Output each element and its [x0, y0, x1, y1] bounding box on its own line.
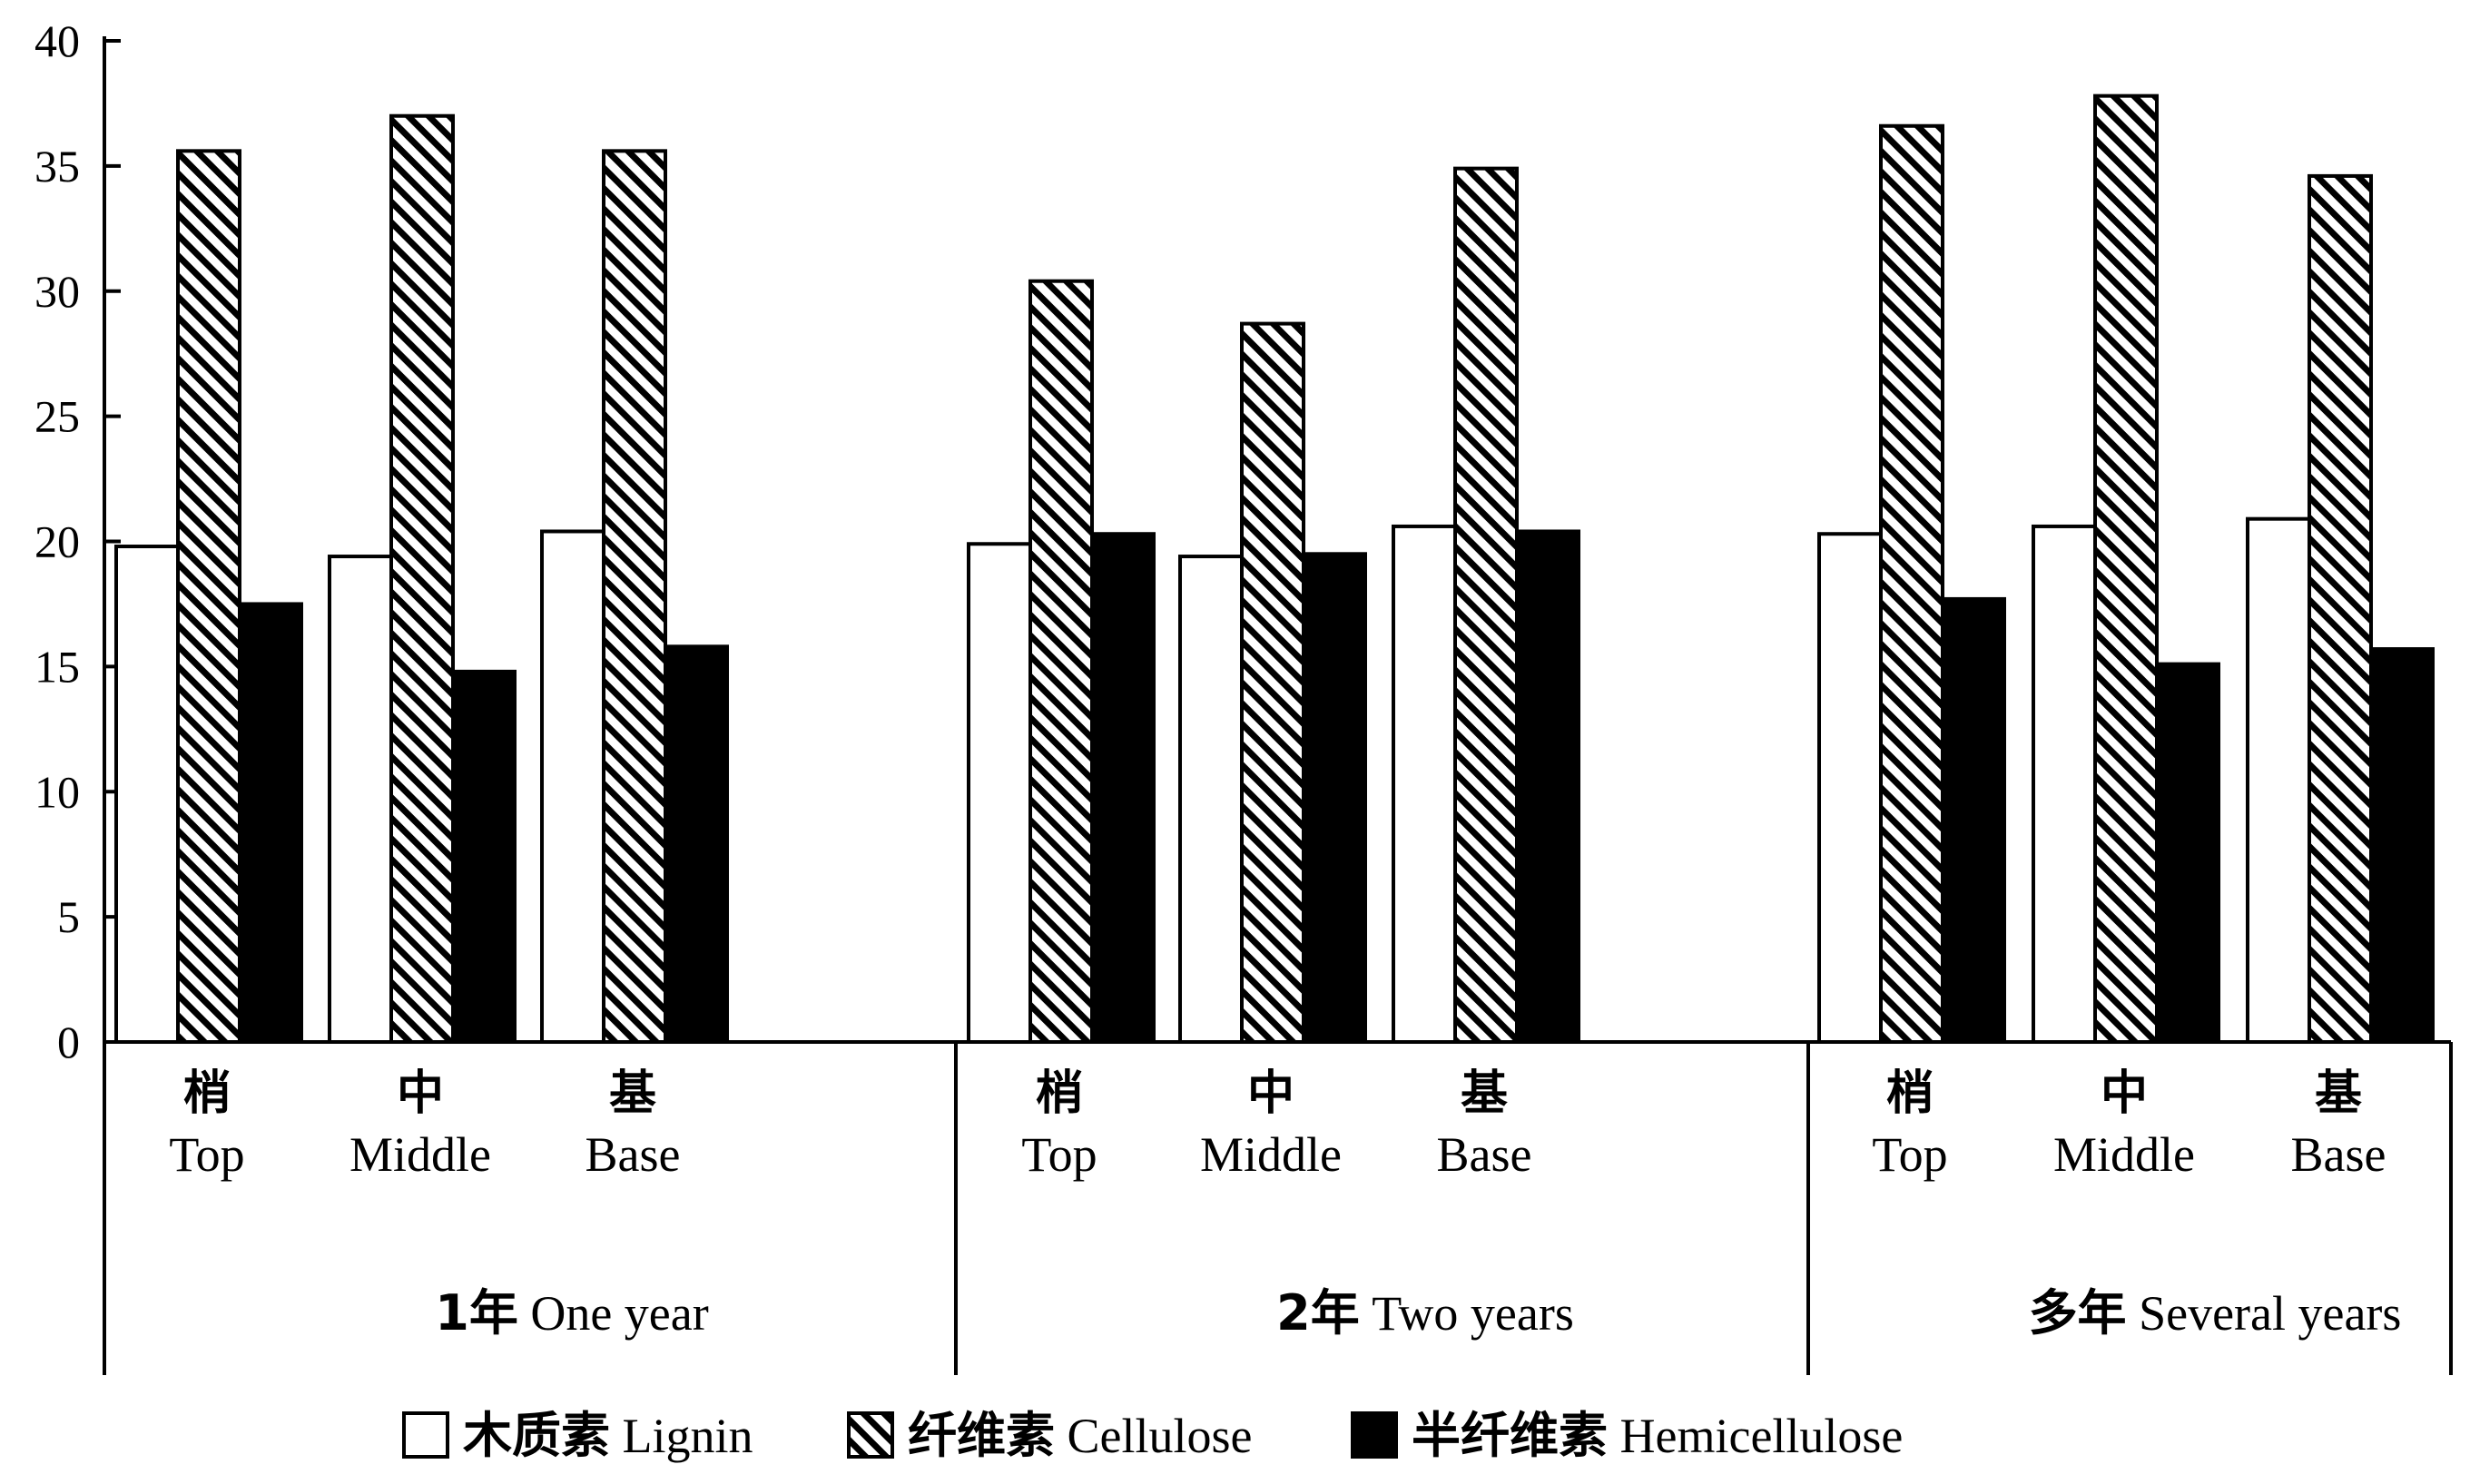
position-label-zh: 基 — [609, 1066, 656, 1121]
legend-label-lignin: 木质素 Lignin — [463, 1407, 753, 1464]
bar-hemicellulose-several-years-base — [2369, 647, 2435, 1044]
group-label: 多年 Several years — [2029, 1284, 2402, 1341]
bar-hemicellulose-several-years-middle — [2155, 662, 2220, 1044]
group-label: 1年 One year — [435, 1284, 708, 1341]
bar-hemicellulose-one-year-middle — [451, 669, 517, 1044]
legend-label-hemicellulose: 半纤维素 Hemicellulose — [1412, 1407, 1903, 1464]
legend: 木质素 Lignin 纤维素 Cellulose 半纤维素 Hemicellulos… — [402, 1407, 1903, 1464]
position-label-zh: 基 — [2315, 1066, 2362, 1121]
position-label-en: Base — [586, 1127, 681, 1182]
position-label-en: Base — [2291, 1127, 2386, 1182]
position-label-zh: 基 — [1461, 1066, 1508, 1121]
bar-cellulose-two-years-top — [1028, 279, 1094, 1045]
bar-cellulose-several-years-middle — [2093, 93, 2159, 1044]
y-tick-label: 0 — [57, 1017, 80, 1067]
bar-lignin-two-years-base — [1392, 524, 1457, 1044]
position-label-en: Top — [1021, 1127, 1097, 1182]
bar-lignin-two-years-middle — [1178, 555, 1244, 1044]
bar-hemicellulose-two-years-top — [1090, 532, 1156, 1044]
bar-lignin-several-years-middle — [2032, 524, 2097, 1044]
bar-lignin-one-year-base — [540, 529, 605, 1044]
bar-cellulose-one-year-middle — [389, 113, 455, 1045]
position-label-zh: 梢 — [1886, 1066, 1934, 1121]
bar-cellulose-several-years-top — [1879, 123, 1944, 1044]
y-tick-label: 10 — [34, 766, 80, 817]
bar-hemicellulose-one-year-base — [664, 644, 729, 1044]
position-label-en: Middle — [2053, 1127, 2195, 1182]
position-label-zh: 中 — [1247, 1066, 1294, 1121]
bar-cellulose-two-years-base — [1453, 166, 1519, 1044]
bar-cellulose-several-years-base — [2308, 173, 2373, 1044]
legend-swatch-lignin — [402, 1411, 449, 1459]
bar-hemicellulose-one-year-top — [238, 602, 303, 1044]
bar-cellulose-two-years-middle — [1240, 321, 1305, 1045]
y-tick-label: 30 — [34, 266, 80, 317]
position-label-zh: 中 — [2101, 1066, 2148, 1121]
position-label-en: Top — [169, 1127, 244, 1182]
bar-lignin-two-years-top — [967, 542, 1032, 1044]
y-tick-label: 5 — [57, 891, 80, 942]
bar-cellulose-one-year-top — [176, 149, 241, 1044]
position-label-zh: 中 — [397, 1066, 444, 1121]
legend-label-cellulose: 纤维素 Cellulose — [908, 1407, 1252, 1464]
legend-swatch-cellulose — [847, 1411, 894, 1459]
bar-lignin-one-year-top — [114, 545, 180, 1044]
bar-lignin-several-years-top — [1817, 532, 1883, 1044]
bar-cellulose-one-year-base — [602, 149, 667, 1044]
bar-lignin-several-years-base — [2246, 516, 2311, 1044]
group-label: 2年 Two years — [1276, 1284, 1574, 1341]
bar-hemicellulose-two-years-base — [1515, 529, 1580, 1044]
position-label-en: Middle — [349, 1127, 491, 1182]
y-tick-label: 35 — [34, 141, 80, 192]
y-tick-label: 25 — [34, 391, 80, 442]
y-tick-label: 20 — [34, 516, 80, 567]
y-tick-label: 15 — [34, 641, 80, 692]
y-tick-label: 40 — [34, 15, 80, 66]
position-label-zh: 梢 — [1036, 1066, 1083, 1121]
position-label-en: Top — [1872, 1127, 1947, 1182]
bar-lignin-one-year-middle — [328, 555, 393, 1044]
position-label-en: Middle — [1200, 1127, 1342, 1182]
bar-hemicellulose-several-years-top — [1941, 596, 2006, 1044]
bars-layer — [114, 93, 2435, 1045]
position-label-zh: 梢 — [183, 1066, 231, 1121]
bar-hemicellulose-two-years-middle — [1302, 552, 1367, 1044]
position-label-en: Base — [1437, 1127, 1532, 1182]
legend-swatch-hemicellulose — [1351, 1411, 1398, 1459]
